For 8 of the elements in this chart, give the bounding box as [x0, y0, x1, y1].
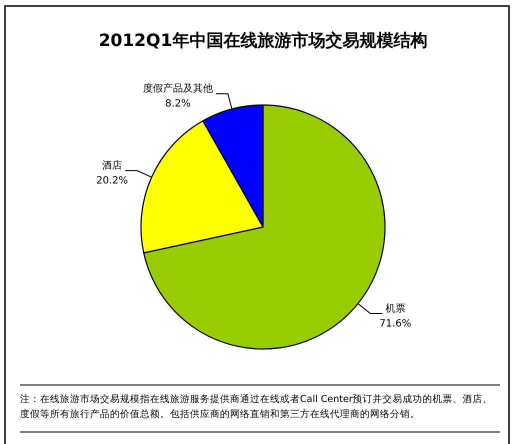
data-label: 8.2%	[165, 98, 191, 110]
text: 注：在线旅游市场交易规模指在线旅游服务提供商通过在线或者Call Center预订并交易成功的机票、酒店、度假等所有旅行产品的价值总额。包括供应商的网络直销和第三方在线代理商的网络分销。	[20, 393, 494, 422]
data-label: 20.2%	[96, 176, 128, 187]
chart-title: 2012Q1年中国在线旅游市场交易规模结构	[98, 31, 428, 51]
slice-label: 度假产品及其他	[142, 82, 213, 95]
slice-label: 酒店	[102, 160, 122, 172]
data-label: 71.6%	[379, 318, 412, 330]
slice-label: 机票	[385, 302, 406, 315]
